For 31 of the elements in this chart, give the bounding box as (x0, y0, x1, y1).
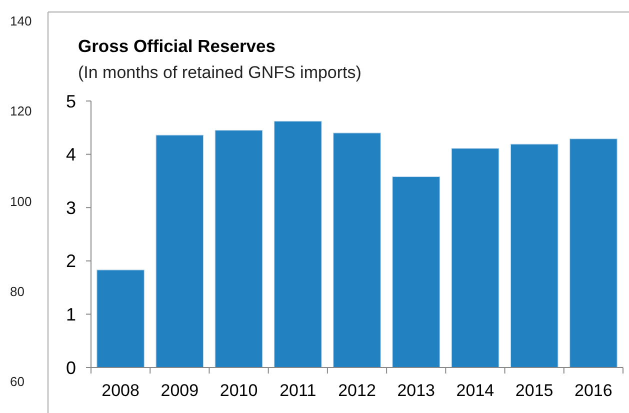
bar (333, 132, 381, 368)
chart-title: Gross Official Reserves (78, 36, 276, 56)
y-tick-label: 5 (66, 91, 76, 112)
y-tick-label: 1 (66, 304, 76, 324)
y-tick-label: 2 (66, 251, 76, 272)
x-tick-label: 2008 (102, 381, 140, 400)
bar (392, 176, 440, 368)
y2-tick-label: 140 (10, 14, 32, 29)
y-tick-label: 3 (66, 198, 76, 218)
bar (156, 134, 204, 368)
x-tick-label: 2011 (280, 381, 316, 400)
x-tick-label: 2016 (574, 381, 612, 400)
bar (451, 148, 500, 368)
y-tick-label: 0 (66, 358, 76, 378)
bar (96, 270, 144, 368)
y-tick-label: 4 (66, 144, 76, 165)
y2-tick-label: 80 (10, 284, 24, 299)
y2-tick-label: 60 (10, 374, 24, 390)
chart-subtitle: (In months of retained GNFS imports) (78, 63, 362, 82)
x-tick-label: 2009 (160, 381, 199, 400)
x-tick-label: 2010 (220, 381, 258, 400)
x-tick-label: 2014 (456, 381, 494, 400)
bar (274, 120, 322, 368)
x-tick-label: 2013 (397, 381, 436, 400)
x-tick-label: 2012 (338, 381, 376, 400)
y2-tick-label: 120 (10, 104, 32, 119)
bar (570, 138, 618, 368)
y2-tick-label: 100 (10, 194, 32, 209)
x-tick-label: 2015 (515, 381, 554, 400)
bar (214, 130, 263, 368)
bar (510, 144, 558, 368)
